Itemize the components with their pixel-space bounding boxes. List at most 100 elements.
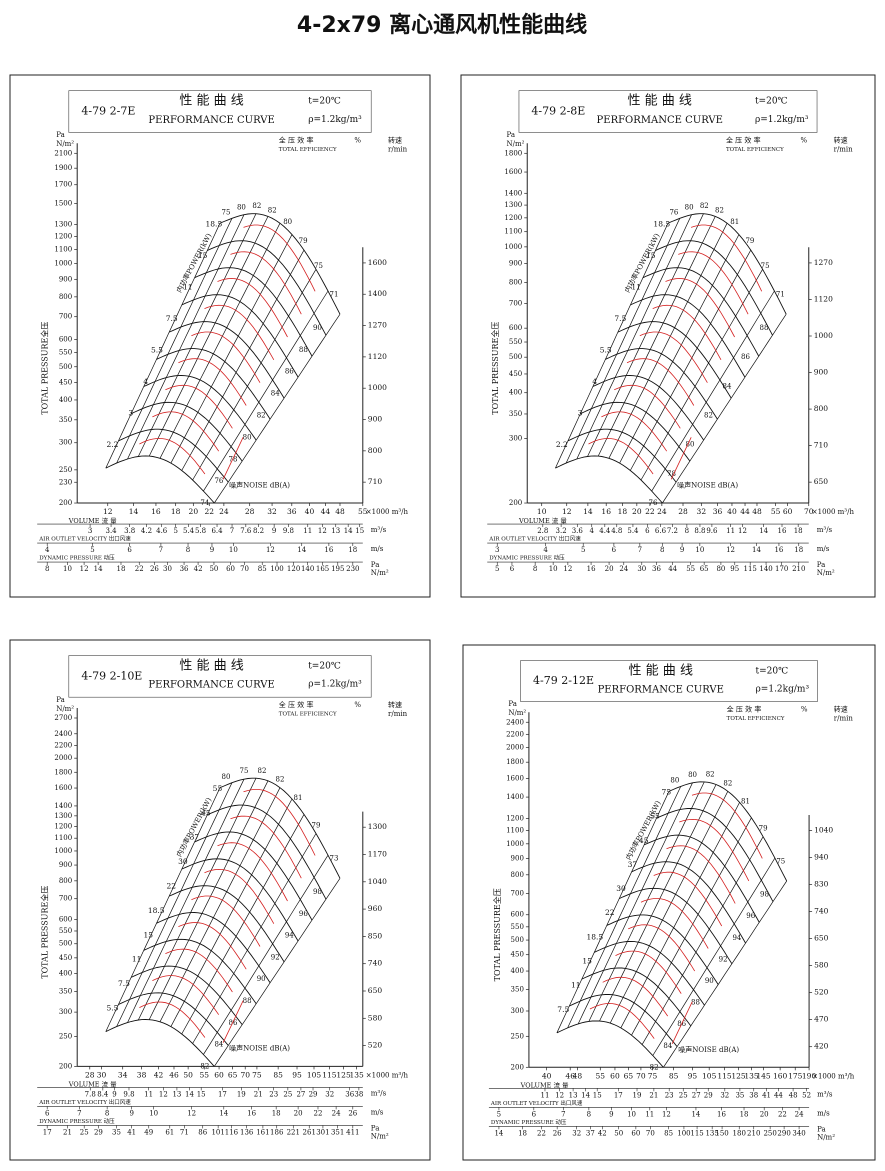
power-label: 11 — [132, 955, 142, 964]
dynamic-unit: Pa — [371, 1124, 380, 1132]
speed-label: 1000 — [368, 383, 387, 392]
power-label: 30 — [178, 857, 188, 866]
dynamic-tick-label: 49 — [144, 1128, 153, 1136]
y-tick-label: 2100 — [54, 149, 72, 157]
x-tick-label: 55 — [358, 507, 368, 516]
power-label: 37 — [190, 833, 200, 842]
y-tick-label: 1800 — [506, 758, 524, 766]
volume-label: VOLUME 流 量 — [68, 516, 117, 525]
speed-label: 650 — [368, 986, 383, 995]
pressure-unit: N/m² — [56, 705, 74, 713]
density: ρ=1.2kg/m³ — [308, 680, 362, 690]
x-tick-label: 55 — [200, 1070, 210, 1079]
system-curve — [127, 214, 245, 460]
efficiency-curve — [178, 922, 247, 970]
dynamic-tick-label: 6 — [510, 565, 515, 573]
velocity-tick-label: 22 — [314, 1109, 323, 1117]
flow-tick-label: 12 — [555, 1091, 564, 1099]
flow-tick-label: 17 — [218, 1090, 227, 1098]
flow-tick-label: 11 — [303, 527, 312, 535]
efficiency-label: 79 — [312, 822, 321, 830]
model: 4-79 2-10E — [81, 669, 142, 682]
efficiency-label: 79 — [759, 825, 768, 833]
volume-label: VOLUME 流 量 — [520, 1080, 569, 1089]
x-tick-label: 95 — [292, 1070, 302, 1079]
x-tick-label: 48 — [573, 1071, 583, 1080]
speed-label: 1040 — [814, 825, 833, 834]
x-tick-label: 125 — [336, 1070, 351, 1079]
y-tick-label: 900 — [509, 260, 522, 268]
efficiency-curve — [615, 950, 682, 994]
efficiency-curve — [588, 437, 654, 475]
flow-tick-label: 7 — [230, 527, 234, 535]
dynamic-tick-label: 61 — [165, 1128, 174, 1136]
velocity-tick-label: 9 — [680, 546, 684, 554]
y-tick-label: 200 — [509, 499, 522, 507]
flow-tick-label: 5.8 — [195, 527, 206, 535]
flow-tick-label: 15 — [593, 1091, 602, 1099]
y-tick-label: 200 — [59, 1062, 72, 1070]
velocity-tick-label: 3 — [495, 546, 499, 554]
flow-tick-label: 6 — [645, 527, 650, 535]
velocity-tick-label: 9 — [609, 1110, 613, 1118]
y-tick-label: 700 — [59, 895, 72, 903]
power-label: 55 — [650, 812, 660, 821]
x-tick-label: 14 — [129, 507, 139, 516]
efficiency-curve — [640, 898, 709, 949]
y-tick-label: 2000 — [54, 754, 72, 762]
efficiency-curve — [230, 815, 302, 879]
y-tick-label: 300 — [59, 439, 72, 447]
x-tick-label: 22 — [645, 507, 655, 516]
x-tick-label: 46 — [169, 1070, 179, 1079]
x-tick-label: 48 — [335, 507, 345, 516]
dynamic-tick-label: 210 — [792, 565, 805, 573]
velocity-tick-label: 6 — [612, 546, 617, 554]
power-label: 5.5 — [106, 1003, 118, 1012]
flow-unit: m³/s — [817, 1090, 833, 1098]
flow-tick-label: 6.6 — [655, 527, 667, 535]
dynamic-unit: N/m² — [817, 569, 835, 577]
dynamic-tick-label: 12 — [80, 565, 89, 573]
system-curve — [116, 218, 233, 464]
system-curve — [587, 213, 704, 457]
efficiency-label: 82 — [700, 202, 709, 210]
speed-curve — [105, 455, 215, 504]
efficiency-label: 76 — [669, 209, 678, 217]
volume-unit: ×1000 m³/h — [812, 508, 855, 516]
efficiency-curve — [678, 251, 749, 315]
x-tick-label: 190 — [802, 1071, 817, 1080]
dynamic-tick-label: 44 — [668, 565, 677, 573]
velocity-tick-label: 26 — [348, 1109, 357, 1117]
efficiency-label: 75 — [240, 767, 249, 775]
flow-tick-label: 32 — [720, 1091, 729, 1099]
velocity-row-label: AIR OUTLET VELOCITY 出口风速 — [38, 535, 131, 543]
efficiency-header: 全 压 效 率 — [279, 700, 314, 709]
y-axis-label: TOTAL PRESSURE全压 — [490, 322, 500, 415]
system-curve — [567, 786, 682, 1029]
y-tick-label: 250 — [511, 1032, 524, 1040]
dynamic-tick-label: 261 — [303, 1128, 316, 1136]
velocity-tick-label: 7 — [561, 1110, 565, 1118]
dynamic-tick-label: 12 — [563, 565, 572, 573]
x-tick-label: 40 — [727, 507, 737, 516]
y-tick-label: 350 — [59, 987, 72, 995]
power-label: 45 — [201, 808, 211, 817]
power-label: 22 — [605, 908, 615, 917]
noise-label: 90 — [313, 324, 322, 332]
y-tick-label: 1800 — [54, 768, 72, 776]
efficiency-label: 80 — [670, 777, 679, 785]
efficiency-label: 82 — [276, 776, 285, 784]
efficiency-label: 82 — [268, 206, 277, 214]
dynamic-tick-label: 22 — [135, 565, 144, 573]
flow-tick-label: 11 — [144, 1090, 153, 1098]
flow-tick-label: 38 — [354, 1090, 363, 1098]
dynamic-tick-label: 22 — [537, 1129, 546, 1137]
power-label: 2.2 — [556, 440, 568, 449]
x-tick-label: 75 — [252, 1070, 262, 1079]
dynamic-tick-label: 140 — [759, 565, 772, 573]
efficiency-label: 71 — [329, 291, 338, 299]
power-label: 75 — [662, 787, 672, 796]
efficiency-label: 71 — [776, 291, 785, 299]
flow-tick-label: 44 — [774, 1091, 783, 1099]
